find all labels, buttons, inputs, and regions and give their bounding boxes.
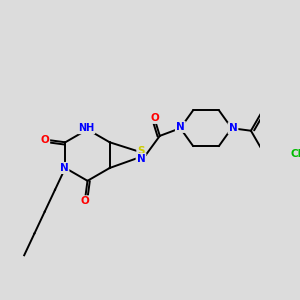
Text: N: N	[176, 122, 185, 132]
Text: N: N	[229, 123, 237, 133]
Text: O: O	[150, 113, 159, 123]
Text: N: N	[60, 163, 68, 173]
Text: O: O	[40, 135, 49, 145]
Text: S: S	[137, 146, 145, 156]
Text: Cl: Cl	[290, 149, 300, 159]
Text: N: N	[137, 154, 146, 164]
Text: NH: NH	[78, 123, 94, 133]
Text: O: O	[81, 196, 89, 206]
